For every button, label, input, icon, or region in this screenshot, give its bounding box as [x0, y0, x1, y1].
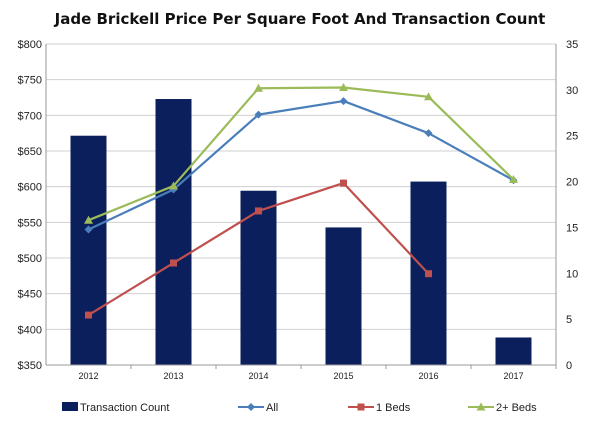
legend-label: 1 Beds	[376, 402, 411, 414]
data-point	[339, 83, 348, 92]
left-tick-label: $600	[18, 182, 42, 194]
series-line	[88, 99, 515, 231]
data-point	[84, 225, 93, 234]
data-point	[169, 181, 178, 190]
right-tick-label: 15	[566, 222, 578, 234]
data-point	[340, 179, 347, 187]
x-tick-label: 2013	[163, 371, 183, 381]
right-tick-label: 5	[566, 314, 572, 326]
bar	[155, 99, 192, 366]
left-tick-label: $700	[18, 110, 42, 122]
legend: Transaction Count All 1 Beds 2+ Beds	[62, 402, 537, 414]
left-tick-label: $800	[18, 39, 42, 51]
x-tick-label: 2016	[418, 371, 438, 381]
legend-label: 2+ Beds	[496, 402, 537, 414]
right-tick-label: 30	[566, 85, 578, 97]
bar	[495, 337, 532, 365]
left-tick-label: $650	[18, 146, 42, 158]
data-point	[339, 97, 348, 106]
series-line	[88, 86, 515, 222]
right-tick-label: 25	[566, 131, 578, 143]
data-point	[85, 311, 92, 319]
x-tick-label: 2017	[503, 371, 523, 381]
bar-series	[70, 99, 532, 366]
right-tick-label: 0	[566, 360, 572, 372]
data-point	[254, 110, 263, 119]
left-tick-label: $550	[18, 217, 42, 229]
data-point	[424, 92, 433, 101]
left-tick-label: $450	[18, 289, 42, 301]
left-tick-label: $500	[18, 253, 42, 265]
left-tick-label: $400	[18, 324, 42, 336]
left-tick-label: $750	[18, 75, 42, 87]
gridlines	[46, 43, 556, 366]
legend-label: Transaction Count	[80, 402, 169, 414]
data-point	[424, 129, 433, 138]
x-tick-label: 2012	[78, 371, 98, 381]
bar	[240, 190, 277, 365]
x-tick-label: 2015	[333, 371, 353, 381]
bar	[325, 227, 362, 365]
data-point	[255, 207, 262, 215]
data-point	[509, 175, 518, 184]
line-series	[84, 83, 518, 319]
x-tick-label: 2014	[248, 371, 268, 381]
data-point	[170, 259, 177, 267]
chart-title: Jade Brickell Price Per Square Foot And …	[54, 10, 546, 28]
data-point	[425, 270, 432, 278]
data-point	[84, 215, 93, 224]
data-point	[254, 83, 263, 92]
right-tick-label: 20	[566, 177, 578, 189]
data-point	[476, 402, 486, 411]
right-tick-label: 10	[566, 268, 578, 280]
data-point	[247, 403, 255, 411]
data-point	[357, 403, 365, 411]
bar	[70, 135, 107, 365]
legend-swatch	[62, 402, 78, 411]
left-tick-label: $350	[18, 360, 42, 372]
legend-label: All	[266, 402, 278, 414]
right-tick-label: 35	[566, 39, 578, 51]
axes: $350 $400 $450 $500 $550 $600 $650 $700 $750 $800…	[18, 39, 579, 381]
